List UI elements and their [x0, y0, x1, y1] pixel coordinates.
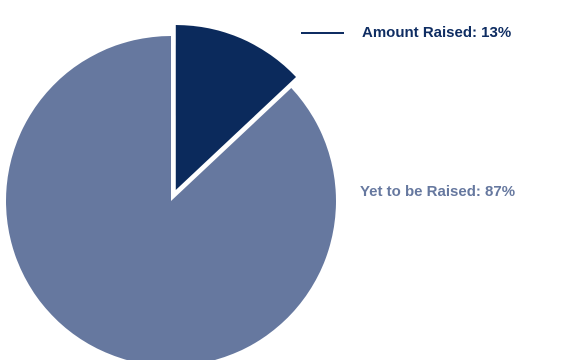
pie-slice-amount-raised — [175, 24, 297, 190]
pie-slice-yet-to-be-raised — [6, 36, 336, 360]
yet-to-be-raised-label: Yet to be Raised: 87% — [360, 183, 516, 200]
amount-raised-leader-line — [301, 32, 344, 34]
amount-raised-label: Amount Raised: 13% — [362, 24, 512, 41]
